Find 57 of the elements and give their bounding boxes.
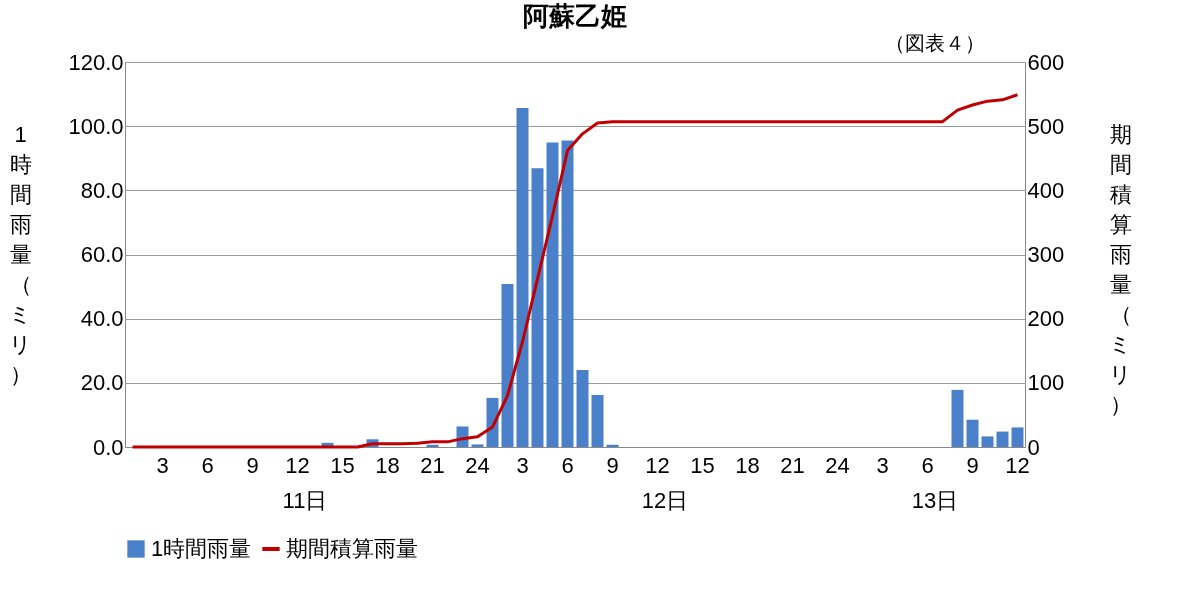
y2-tick-label: 600 — [1027, 49, 1065, 75]
y2-tick-label: 300 — [1027, 242, 1065, 267]
x-tick-label: 9 — [966, 452, 979, 478]
bar — [561, 140, 574, 447]
y-tick-label: 60.0 — [80, 242, 124, 267]
y2-tick-label: 200 — [1027, 306, 1065, 332]
x-tick-label: 3 — [156, 452, 169, 478]
bar — [471, 444, 484, 447]
text: 期間積算雨量（ミリ） — [1109, 122, 1132, 417]
y-tick-label: 80.0 — [80, 177, 124, 203]
text: 11日 — [282, 488, 328, 513]
x-tick-label: 18 — [375, 452, 400, 478]
bar — [591, 395, 604, 447]
x-tick-label: 6 — [921, 452, 934, 478]
text: 13日 — [911, 488, 959, 513]
line-series — [131, 93, 1019, 449]
y2-tick-label: 0 — [1027, 434, 1040, 460]
x-tick-label: 6 — [201, 452, 214, 478]
y-tick-label: 120.0 — [68, 49, 124, 75]
chart-title: 阿蘇乙姫 — [523, 1, 627, 31]
bar — [951, 389, 964, 447]
y2-tick-label: 100 — [1027, 370, 1065, 396]
y2-tick-label: 400 — [1027, 177, 1065, 203]
bar — [966, 419, 979, 447]
bar — [531, 168, 544, 447]
x-tick-label: 3 — [876, 452, 889, 478]
x-tick-label: 24 — [825, 452, 850, 478]
x-tick-label: 12 — [285, 452, 310, 478]
legend-label: 1時間雨量 — [151, 536, 252, 561]
text: 12日 — [641, 488, 689, 513]
bar — [1011, 427, 1024, 447]
bar — [501, 284, 514, 447]
text: （図表４） — [885, 32, 985, 54]
y-tick-label: 20.0 — [80, 370, 124, 396]
x-tick-label: 12 — [1005, 452, 1030, 478]
legend-label: 期間積算雨量 — [286, 536, 418, 561]
y-tick-label: 100.0 — [68, 113, 124, 139]
y2-tick-label: 500 — [1027, 113, 1065, 139]
bar — [576, 370, 589, 447]
bar — [981, 436, 994, 447]
bar — [996, 431, 1009, 447]
x-tick-label: 15 — [690, 452, 715, 478]
bar — [546, 142, 559, 447]
x-tick-label: 6 — [561, 452, 574, 478]
x-tick-label: 21 — [420, 452, 445, 478]
x-tick-label: 18 — [735, 452, 760, 478]
x-tick-label: 3 — [516, 452, 529, 478]
x-tick-label: 9 — [246, 452, 259, 478]
x-tick-label: 21 — [780, 452, 805, 478]
x-tick-label: 9 — [606, 452, 619, 478]
x-tick-label: 24 — [465, 452, 490, 478]
x-tick-label: 15 — [330, 452, 355, 478]
text: 1時間雨量（ミリ） — [9, 122, 32, 387]
x-tick-label: 12 — [645, 452, 670, 478]
bar — [516, 107, 529, 447]
y-tick-label: 40.0 — [80, 306, 124, 332]
y-tick-label: 0.0 — [92, 434, 124, 460]
